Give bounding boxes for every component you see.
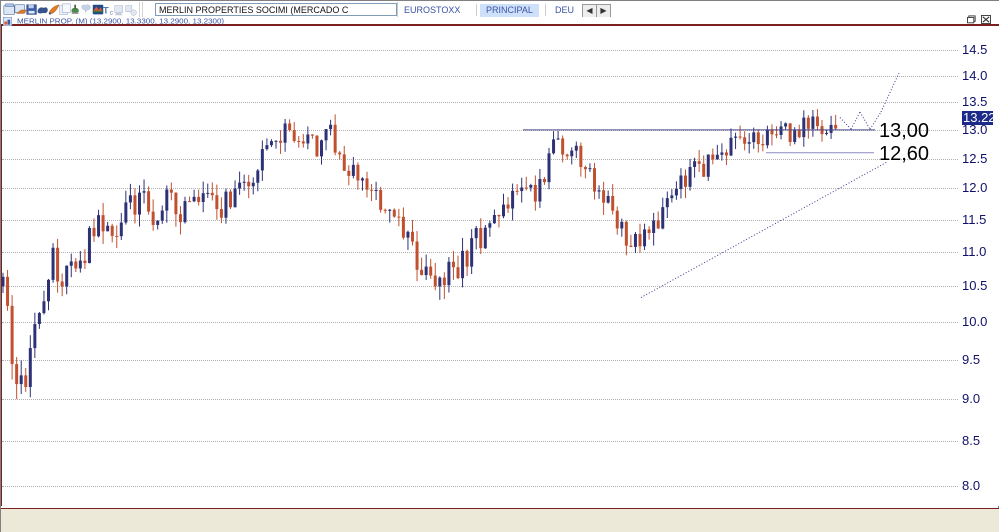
svg-text:T: T	[103, 6, 109, 17]
